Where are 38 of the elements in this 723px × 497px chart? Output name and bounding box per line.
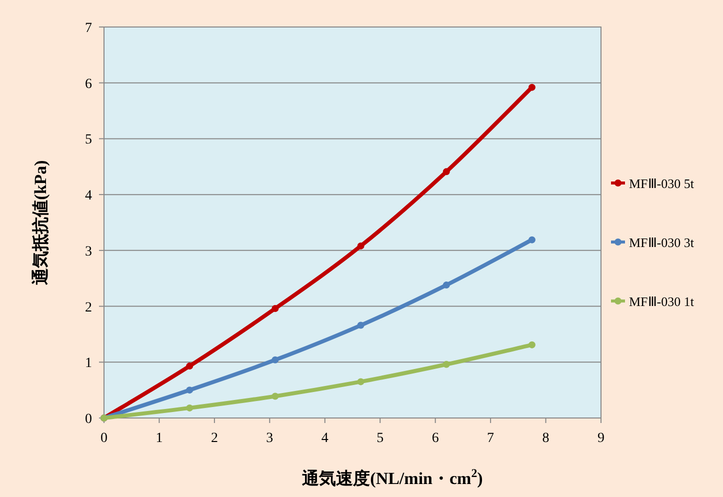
point <box>442 282 450 289</box>
x-tick-label: 6 <box>432 431 439 446</box>
x-tick-label: 5 <box>376 431 384 446</box>
legend-label: MFⅢ-030 1t <box>629 294 694 309</box>
point <box>442 168 450 176</box>
x-tick-label: 9 <box>598 431 604 446</box>
point <box>528 341 536 348</box>
y-tick-label: 1 <box>85 356 92 372</box>
x-tick-label: 1 <box>156 431 163 446</box>
x-tick-label: 2 <box>210 431 218 446</box>
point <box>528 84 536 91</box>
y-tick-label: 3 <box>85 244 92 260</box>
x-tick-label: 8 <box>542 431 550 446</box>
y-tick-label: 7 <box>85 21 92 36</box>
x-tick-label: 7 <box>487 431 494 446</box>
point <box>357 378 364 386</box>
point <box>357 322 364 329</box>
point <box>357 242 364 250</box>
point <box>272 392 279 400</box>
x-axis-title: 通気速度(NL/min・cm$^{2}$) <box>301 466 483 488</box>
y-tick-label: 4 <box>85 188 92 204</box>
y-axis-title: 通気抵抗値(kPa) <box>31 160 50 286</box>
point <box>272 305 279 312</box>
point <box>186 362 194 370</box>
y-tick-label: 6 <box>85 76 92 92</box>
y-tick-label: 2 <box>85 300 92 316</box>
point <box>442 360 450 368</box>
point <box>272 356 279 364</box>
legend-label: MFⅢ-030 3t <box>629 235 694 250</box>
x-tick-label: 3 <box>266 431 274 446</box>
x-tick-label: 0 <box>100 431 108 446</box>
y-tick-label: 0 <box>85 412 92 427</box>
y-tick-label: 5 <box>85 132 92 148</box>
point <box>186 386 194 394</box>
x-tick-label: 4 <box>321 431 328 446</box>
point <box>528 236 536 244</box>
point <box>186 404 194 412</box>
legend-label: MFⅢ-030 5t <box>629 176 694 191</box>
